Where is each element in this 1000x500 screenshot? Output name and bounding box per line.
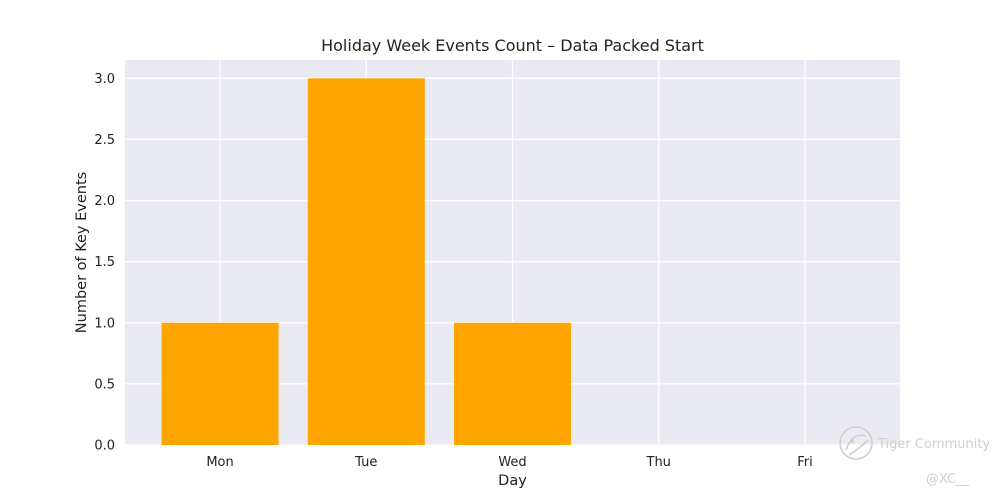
watermark-brand: Tiger Community [877,437,990,452]
x-axis-label: Day [498,473,527,489]
bar-tue [307,78,425,445]
x-axis-ticks: Mon Tue Wed Thu Fri [206,455,812,470]
y-tick-label: 1.0 [94,316,115,331]
tiger-logo-icon [839,426,873,460]
y-tick-label: 3.0 [94,72,115,87]
y-axis-label: Number of Key Events [74,172,90,333]
bar-wed [454,322,571,445]
watermark-handle: @XC__ [926,472,970,487]
y-axis-ticks: 0.0 0.5 1.0 1.5 2.0 2.5 3.0 [94,72,115,454]
y-tick-label: 1.5 [94,255,115,270]
chart-title: Holiday Week Events Count – Data Packed … [321,36,704,55]
x-tick-label: Mon [206,455,233,470]
x-tick-label: Fri [797,455,813,470]
x-tick-label: Wed [498,455,526,470]
bar-mon [161,322,279,445]
bars [161,78,571,445]
watermark: Tiger Community @XC__ [839,426,990,487]
y-tick-label: 0.0 [94,439,115,454]
y-tick-label: 2.0 [94,194,115,209]
y-tick-label: 0.5 [94,377,115,392]
y-tick-label: 2.5 [94,133,115,148]
x-tick-label: Tue [354,455,377,470]
x-tick-label: Thu [646,455,671,470]
